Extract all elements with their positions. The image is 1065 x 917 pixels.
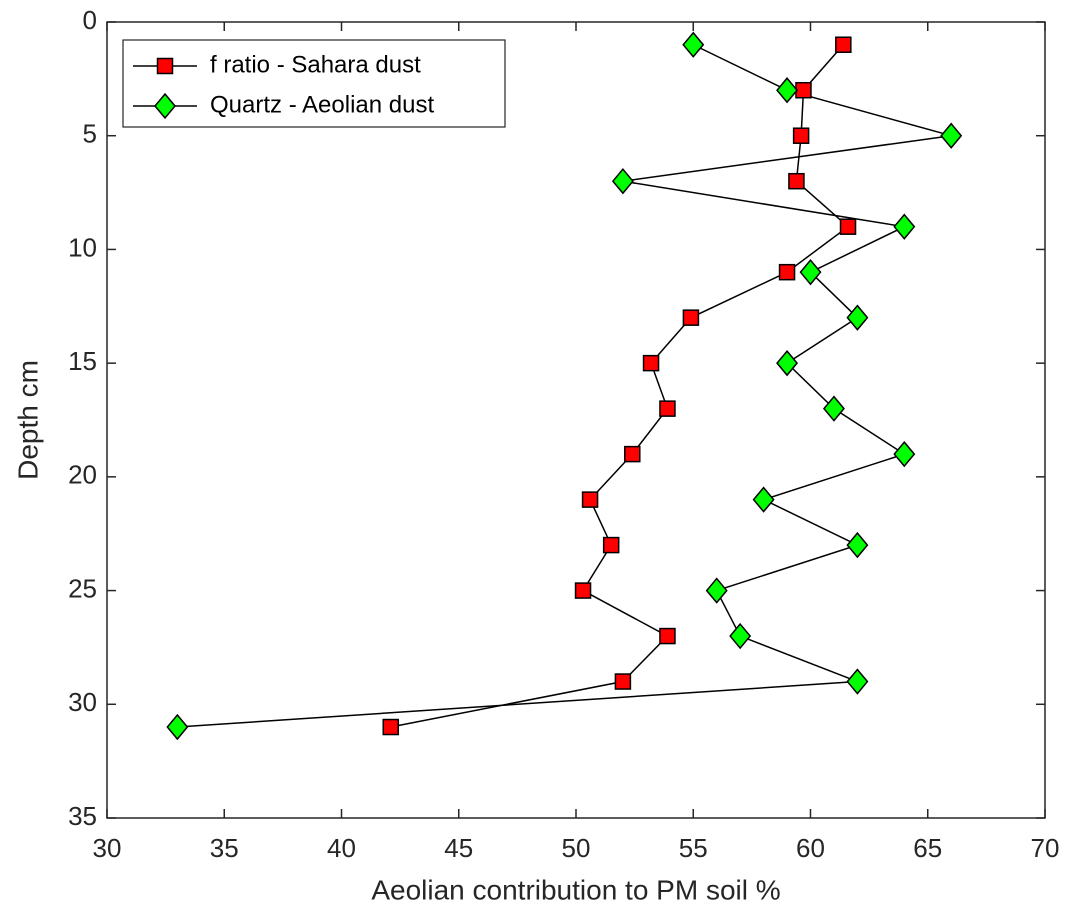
x-tick-label: 60 xyxy=(796,833,825,863)
x-axis-label: Aeolian contribution to PM soil % xyxy=(371,874,780,905)
data-point xyxy=(846,531,869,559)
data-point xyxy=(659,627,676,645)
data-point xyxy=(729,622,752,650)
data-point xyxy=(792,127,810,144)
legend: f ratio - Sahara dust Quartz - Aeolian du… xyxy=(122,39,506,128)
data-point xyxy=(799,258,822,286)
data-point xyxy=(839,218,857,235)
legend-box xyxy=(122,39,506,128)
y-axis-label: Depth cm xyxy=(12,360,43,480)
y-tick-label: 20 xyxy=(68,460,97,490)
y-tick-label: 5 xyxy=(83,119,97,149)
data-point xyxy=(788,172,805,190)
data-point xyxy=(846,304,869,331)
series-line xyxy=(390,44,850,728)
data-point xyxy=(795,81,812,99)
x-tick-label: 55 xyxy=(679,833,708,863)
data-point xyxy=(574,582,592,599)
x-tick-label: 40 xyxy=(327,833,356,863)
x-tick-label: 65 xyxy=(913,833,942,863)
data-point xyxy=(682,309,700,326)
data-point xyxy=(166,713,189,741)
data-point xyxy=(611,168,634,195)
y-tick-label: 25 xyxy=(68,573,97,603)
data-point xyxy=(776,349,799,377)
data-point xyxy=(682,31,705,58)
plot-area xyxy=(106,21,1046,819)
data-point xyxy=(893,440,916,468)
x-tick-label: 50 xyxy=(562,833,591,863)
x-tick-label: 45 xyxy=(444,833,473,863)
y-tick-label: 30 xyxy=(68,687,97,717)
data-point xyxy=(940,122,963,149)
data-point xyxy=(846,668,869,695)
data-point xyxy=(705,577,728,604)
data-point xyxy=(822,395,845,422)
legend-label: Quartz - Aeolian dust xyxy=(210,91,434,118)
y-tick-label: 35 xyxy=(68,801,97,831)
data-point xyxy=(893,213,916,240)
legend-marker xyxy=(154,92,176,120)
legend-marker xyxy=(156,57,174,75)
data-point xyxy=(602,536,620,554)
x-tick-label: 70 xyxy=(1031,833,1060,863)
data-point xyxy=(581,491,599,508)
data-point xyxy=(614,673,632,690)
data-point xyxy=(624,445,641,463)
data-point xyxy=(642,354,660,372)
y-tick-label: 15 xyxy=(68,346,97,376)
series-line xyxy=(177,44,952,728)
data-point xyxy=(835,36,852,53)
data-point xyxy=(382,718,399,736)
data-point xyxy=(776,77,799,104)
x-tick-label: 35 xyxy=(210,833,239,863)
y-tick-label: 0 xyxy=(83,5,97,35)
data-point xyxy=(659,400,676,417)
legend-label: f ratio - Sahara dust xyxy=(210,51,421,78)
y-tick-label: 10 xyxy=(68,232,97,262)
data-point xyxy=(752,486,775,513)
x-tick-label: 30 xyxy=(93,833,122,863)
data-point xyxy=(778,263,796,281)
